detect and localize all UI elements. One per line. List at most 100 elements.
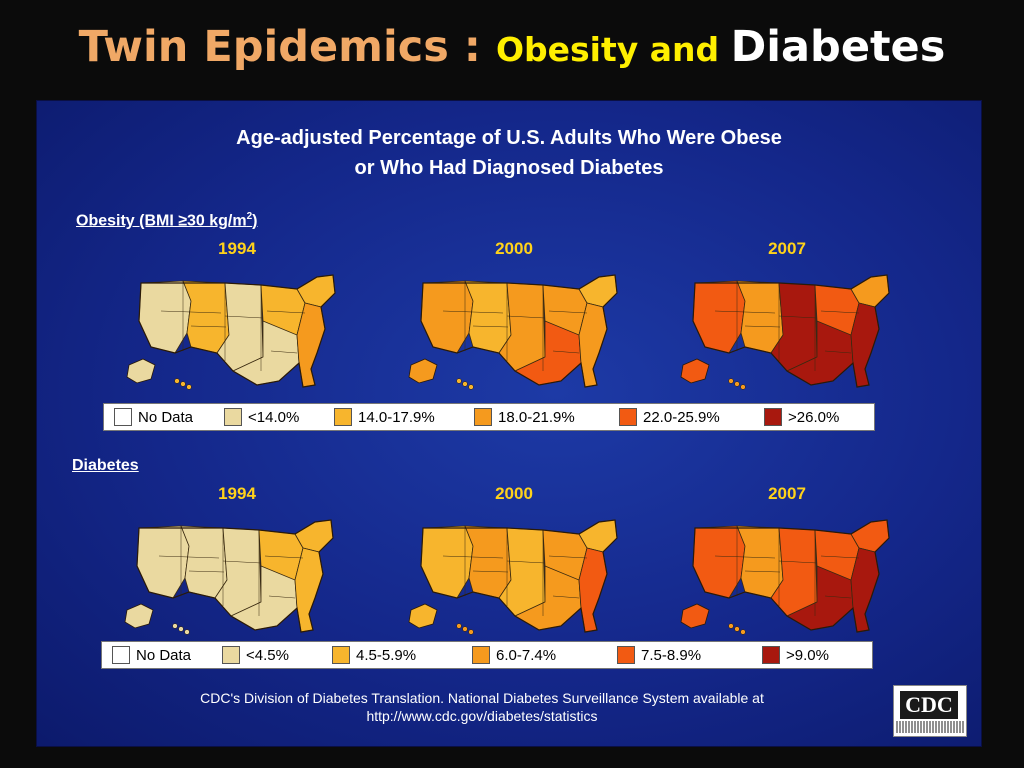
legend-swatch: [112, 646, 130, 664]
hawaii-island: [462, 626, 468, 632]
state-border: [472, 570, 509, 573]
diabetes-legend-item-3: 6.0-7.4%: [462, 642, 607, 668]
legend-swatch: [764, 408, 782, 426]
panel-title-line1: Age-adjusted Percentage of U.S. Adults W…: [236, 127, 782, 149]
obesity-map-1994: [121, 261, 351, 396]
hawaii-island: [740, 384, 746, 390]
source-citation: CDC's Division of Diabetes Translation. …: [137, 689, 827, 725]
state-border: [268, 595, 296, 599]
legend-label: 22.0-25.9%: [643, 408, 720, 426]
diabetes-legend-item-4: 7.5-8.9%: [607, 642, 752, 668]
legend-label: 4.5-5.9%: [356, 646, 417, 664]
source-url[interactable]: http://www.cdc.gov/diabetes/statistics: [366, 708, 598, 724]
obesity-legend-item-3: 18.0-21.9%: [464, 404, 609, 430]
legend-label: <4.5%: [246, 646, 289, 664]
legend-swatch: [224, 408, 242, 426]
diabetes-map-2007: [675, 506, 905, 641]
diabetes-legend-item-2: 4.5-5.9%: [322, 642, 462, 668]
legend-swatch: [222, 646, 240, 664]
state-border: [552, 350, 580, 354]
us-outline: [420, 274, 618, 388]
alaska-shape: [408, 603, 438, 629]
legend-label: >26.0%: [788, 408, 840, 426]
obesity-legend-item-2: 14.0-17.9%: [324, 404, 464, 430]
obesity-map-2000: [403, 261, 633, 396]
state-border: [190, 325, 227, 328]
obesity-legend: No Data <14.0% 14.0-17.9% 18.0-21.9% 22.…: [103, 403, 875, 431]
alaska-shape: [126, 358, 156, 384]
alaska-shape: [124, 603, 154, 629]
legend-label: No Data: [136, 646, 192, 664]
legend-label: No Data: [138, 408, 194, 426]
state-border: [270, 350, 298, 354]
legend-label: <14.0%: [248, 408, 300, 426]
hawaii-island: [728, 378, 734, 384]
state-border: [442, 555, 504, 559]
legend-swatch: [332, 646, 350, 664]
obesity-year-1994: 1994: [218, 239, 256, 258]
legend-label: >9.0%: [786, 646, 829, 664]
hawaii-island: [740, 629, 746, 635]
us-map-svg: [124, 519, 334, 635]
state-border: [548, 555, 588, 559]
cdc-logo-text: CDC: [900, 691, 958, 719]
title-part-obesity: Obesity and: [495, 30, 731, 69]
obesity-heading-end: ): [252, 212, 258, 230]
state-border: [506, 315, 546, 319]
state-border: [824, 595, 852, 599]
us-outline: [420, 519, 618, 633]
legend-swatch: [762, 646, 780, 664]
hawaii-island: [468, 384, 474, 390]
legend-label: 7.5-8.9%: [641, 646, 702, 664]
cdc-logo-fineprint: [896, 721, 964, 733]
state-border: [188, 570, 225, 573]
us-map-svg: [408, 519, 618, 635]
us-outline: [138, 274, 336, 388]
us-outline: [136, 519, 334, 633]
map-region: [736, 525, 784, 599]
state-border: [552, 595, 580, 599]
obesity-year-2000: 2000: [495, 239, 533, 258]
obesity-legend-item-4: 22.0-25.9%: [609, 404, 754, 430]
state-border: [264, 555, 304, 559]
hawaii-island: [734, 381, 740, 387]
alaska-shape: [680, 358, 710, 384]
legend-swatch: [472, 646, 490, 664]
state-border: [160, 310, 222, 314]
state-border: [824, 350, 852, 354]
diabetes-heading: Diabetes: [72, 457, 139, 474]
us-outline: [692, 274, 890, 388]
state-border: [472, 325, 509, 328]
obesity-heading-sup: 2: [246, 211, 253, 222]
legend-swatch: [619, 408, 637, 426]
diabetes-map-2000: [403, 506, 633, 641]
us-outline: [692, 519, 890, 633]
alaska-shape: [680, 603, 710, 629]
diabetes-legend-item-5: >9.0%: [752, 642, 862, 668]
state-border: [266, 310, 306, 314]
obesity-legend-item-0: No Data: [104, 404, 214, 430]
hawaii-island: [178, 626, 184, 632]
diabetes-year-2000: 2000: [495, 484, 533, 503]
us-map-svg: [680, 274, 890, 390]
map-region: [736, 280, 784, 354]
diabetes-legend-item-0: No Data: [102, 642, 212, 668]
alaska-shape: [408, 358, 438, 384]
obesity-map-2007: [675, 261, 905, 396]
state-border: [714, 555, 776, 559]
state-border: [224, 315, 264, 319]
map-region: [464, 525, 512, 599]
cdc-logo: CDC: [893, 685, 967, 737]
map-region: [180, 525, 228, 599]
state-border: [548, 310, 588, 314]
obesity-legend-item-5: >26.0%: [754, 404, 864, 430]
state-border: [820, 555, 860, 559]
obesity-legend-item-1: <14.0%: [214, 404, 324, 430]
diabetes-map-1994: [119, 506, 349, 641]
panel-title-line2: or Who Had Diagnosed Diabetes: [354, 157, 664, 179]
diabetes-year-1994: 1994: [218, 484, 256, 503]
hawaii-island: [186, 384, 192, 390]
legend-label: 14.0-17.9%: [358, 408, 435, 426]
hawaii-island: [468, 629, 474, 635]
state-border: [222, 560, 262, 564]
